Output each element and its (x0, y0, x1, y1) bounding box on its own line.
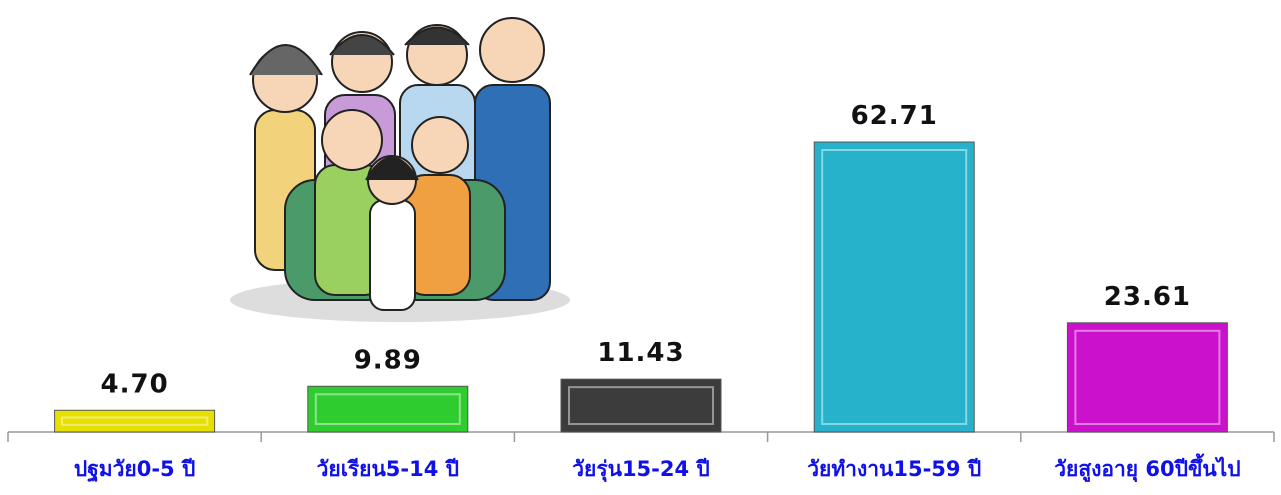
x-tick-label: วัยรุ่น15-24 ปี (572, 457, 710, 483)
value-label: 4.70 (101, 369, 169, 399)
value-label: 23.61 (1104, 282, 1191, 312)
value-label: 11.43 (597, 338, 684, 368)
x-tick-label: วัยเรียน5-14 ปี (317, 457, 459, 481)
bar (55, 410, 215, 432)
chart: 4.70 ปฐมวัย0-5 ปี 9.89 วัยเรียน5-14 ปี 11.43… (0, 0, 1281, 491)
people (250, 18, 550, 310)
value-label: 9.89 (354, 345, 422, 375)
page: {"chart_data": {"type": "bar", "categori… (0, 0, 1281, 491)
bar (1067, 323, 1227, 432)
x-tick-label: วัยทำงาน15-59 ปี (807, 457, 981, 481)
bar (308, 386, 468, 432)
value-label: 62.71 (851, 101, 938, 131)
family-illustration (230, 18, 570, 322)
bar (814, 142, 974, 432)
x-tick-label: วัยสูงอายุ 60ปีขึ้นไป (1054, 453, 1240, 483)
x-tick-label: ปฐมวัย0-5 ปี (74, 457, 195, 483)
